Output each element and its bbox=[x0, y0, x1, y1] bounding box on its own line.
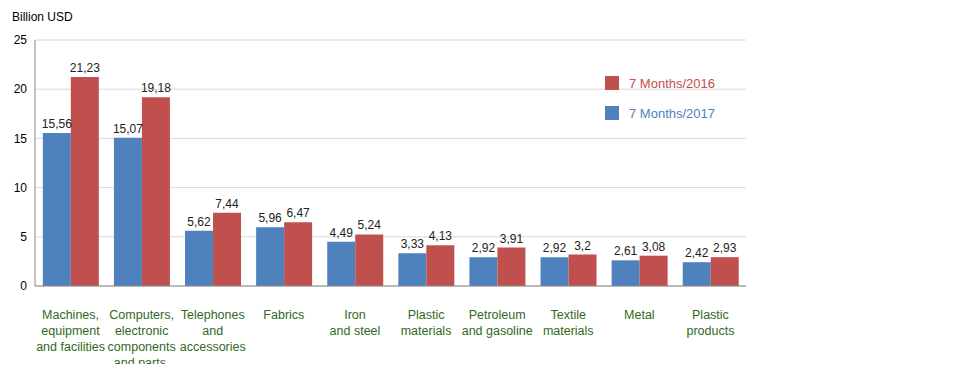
svg-text:Computers,electroniccomponents: Computers,electroniccomponentsand parts. bbox=[108, 308, 176, 364]
svg-text:2,92: 2,92 bbox=[472, 241, 496, 255]
svg-text:2,42: 2,42 bbox=[685, 246, 709, 260]
html-text:7 Months/2016: 7 Months/2016 bbox=[629, 75, 715, 91]
svg-text:0: 0 bbox=[20, 279, 27, 293]
svg-text:3,08: 3,08 bbox=[642, 240, 666, 254]
svg-text:2,61: 2,61 bbox=[614, 244, 638, 258]
svg-text:3,91: 3,91 bbox=[500, 232, 524, 246]
svg-text:Plasticproducts: Plasticproducts bbox=[686, 308, 734, 338]
svg-text:Textilematerials: Textilematerials bbox=[543, 308, 594, 338]
svg-text:10: 10 bbox=[14, 181, 28, 195]
svg-text:2,93: 2,93 bbox=[713, 241, 737, 255]
svg-text:Plasticmaterials: Plasticmaterials bbox=[401, 308, 452, 338]
svg-text:15: 15 bbox=[14, 132, 28, 146]
svg-text:6,47: 6,47 bbox=[286, 206, 310, 220]
svg-text:21,23: 21,23 bbox=[70, 61, 100, 75]
html-text:Billion USD: Billion USD bbox=[12, 10, 73, 24]
svg-text:5,96: 5,96 bbox=[258, 211, 282, 225]
svg-text:Petroleumand gasoline: Petroleumand gasoline bbox=[462, 308, 533, 338]
svg-text:4,49: 4,49 bbox=[330, 226, 354, 240]
svg-text:5,24: 5,24 bbox=[358, 218, 382, 232]
svg-text:25: 25 bbox=[14, 33, 28, 47]
svg-text:Fabrics: Fabrics bbox=[263, 308, 304, 322]
svg-text:15,56: 15,56 bbox=[42, 117, 72, 131]
svg-text:20: 20 bbox=[14, 82, 28, 96]
svg-text:2,92: 2,92 bbox=[543, 241, 567, 255]
html-text:7 Months/2017: 7 Months/2017 bbox=[629, 105, 715, 121]
svg-text:Ironand steel: Ironand steel bbox=[330, 308, 381, 338]
svg-text:3,33: 3,33 bbox=[401, 237, 425, 251]
svg-text:5,62: 5,62 bbox=[187, 215, 211, 229]
svg-text:Metal: Metal bbox=[624, 308, 655, 322]
svg-text:Machines,equipmentand faciliti: Machines,equipmentand facilities bbox=[36, 308, 105, 354]
svg-text:15,07: 15,07 bbox=[113, 122, 143, 136]
svg-text:19,18: 19,18 bbox=[141, 81, 171, 95]
svg-text:Telephonesandaccessories: Telephonesandaccessories bbox=[180, 308, 246, 354]
svg-text:4,13: 4,13 bbox=[429, 229, 453, 243]
svg-text:5: 5 bbox=[20, 230, 27, 244]
svg-text:7,44: 7,44 bbox=[215, 197, 239, 211]
svg-text:3,2: 3,2 bbox=[574, 239, 591, 253]
